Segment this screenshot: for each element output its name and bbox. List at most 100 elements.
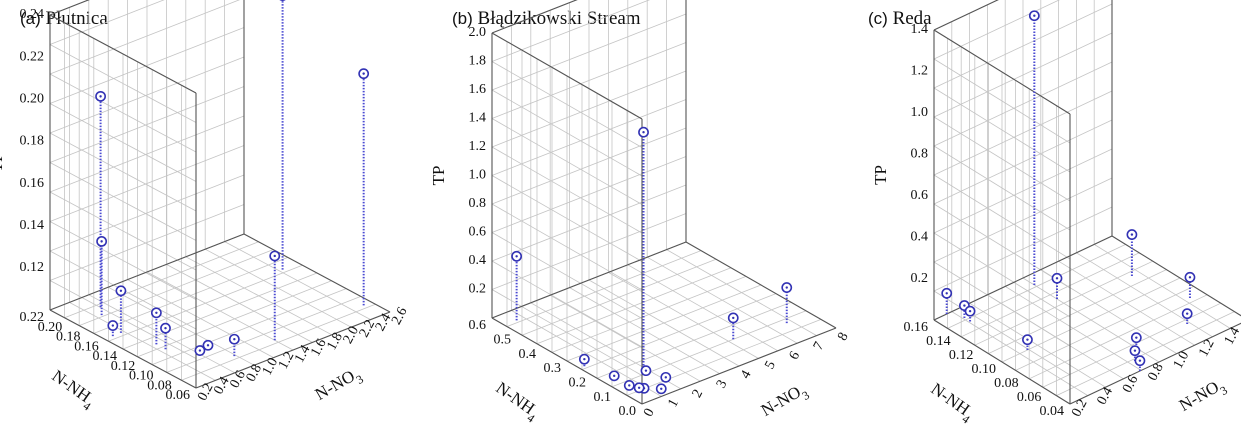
x-tick-label: 5	[762, 359, 779, 372]
y-tick-label: 0.14	[93, 349, 118, 364]
panel-a: (a) Płutnica 0.12 0.14 0.16 0.18 0.20 0.22 0.2…	[0, 0, 420, 442]
data-point-center	[99, 95, 102, 98]
floor-gridline	[608, 272, 759, 359]
data-points	[511, 126, 793, 395]
x-tick-label: 0.2	[1069, 397, 1090, 419]
panel-title: Reda	[892, 8, 932, 29]
data-point-center	[583, 357, 586, 361]
scatter3d-plot-c: 0.20.40.60.81.01.21.40.040.060.080.100.1…	[871, 0, 1241, 426]
x-tick-label: 1.6	[308, 337, 329, 359]
box-edge	[49, 233, 245, 311]
data-point-center	[1133, 349, 1137, 352]
wall-gridline	[933, 3, 1113, 89]
data-point-center	[1055, 277, 1059, 280]
y-tick-label: 0.1	[594, 390, 612, 405]
data-points	[95, 0, 370, 357]
y-tick-label: 0.04	[1040, 404, 1065, 419]
gridlines	[491, 0, 837, 405]
floor-gridline	[185, 256, 332, 336]
data-point-center	[119, 289, 123, 292]
wall-gridline	[491, 99, 687, 176]
data-point-center	[206, 344, 210, 347]
y-tick-label: 0.06	[166, 388, 191, 403]
z-tick-label: 0.24	[20, 7, 45, 22]
wall-gridline	[933, 0, 1060, 60]
floor-gridline	[666, 249, 817, 336]
z-tick-label: 1.0	[911, 105, 929, 120]
floor-gridline	[166, 264, 313, 343]
gridlines	[933, 0, 1241, 405]
floor-gridline	[1076, 252, 1213, 338]
box-edge	[49, 0, 90, 16]
x-axis-label: N-NO3	[758, 379, 812, 424]
box-edge	[491, 0, 578, 34]
y-axis-label: N-NH4	[46, 366, 99, 413]
wall-gridline	[49, 44, 197, 123]
floor-gridline	[1001, 277, 1181, 363]
x-tick-label: 2	[690, 387, 707, 400]
z-tick-label: 1.2	[911, 64, 929, 79]
data-point-center	[155, 311, 158, 314]
floor-gridline	[566, 284, 762, 362]
y-tick-label: 0.22	[20, 310, 45, 325]
y-tick-label: 0.10	[972, 362, 997, 377]
z-tick-label: 0.14	[20, 218, 45, 233]
wall-gridline	[49, 162, 197, 241]
z-tick-label: 0.4	[469, 253, 487, 268]
data-point-center	[628, 384, 631, 387]
data-point-center	[164, 326, 167, 330]
wall-gridline	[933, 174, 1071, 260]
z-tick-label: 0.2	[911, 271, 929, 286]
x-tick-label: 1	[665, 397, 682, 410]
box-edge	[641, 327, 837, 405]
panel-label: (b)	[452, 9, 473, 28]
data-point-center	[198, 349, 202, 352]
data-point-center	[111, 324, 115, 327]
floor-gridline	[974, 260, 1153, 346]
wall-gridline	[933, 58, 1071, 144]
box-edge	[933, 0, 999, 31]
y-tick-label: 0.0	[619, 404, 637, 419]
x-axis-label: N-NO3	[312, 363, 366, 408]
x-tick-label: 1.8	[324, 330, 345, 352]
panel-title: Błądzikowski Stream	[477, 8, 641, 29]
y-tick-label: 0.20	[38, 320, 63, 335]
y-tick-label: 0.2	[569, 376, 587, 391]
data-point-center	[968, 309, 972, 313]
gridlines	[49, 0, 391, 389]
y-tick-label: 0.16	[74, 339, 99, 354]
data-point-center	[273, 254, 276, 258]
y-tick-label: 0.14	[926, 334, 951, 349]
z-axis-label: TP	[871, 165, 890, 185]
wall-gridline	[933, 90, 1113, 176]
z-tick-label: 0.2	[469, 282, 487, 297]
tick-labels: 0.20.40.60.81.01.21.40.040.060.080.100.1…	[904, 22, 1241, 419]
floor-gridline	[521, 258, 717, 336]
z-tick-label: 1.0	[469, 168, 487, 183]
x-tick-label: 2.4	[373, 311, 394, 333]
y-tick-label: 0.08	[147, 378, 172, 393]
y-tick-label: 0.4	[519, 347, 537, 362]
z-tick-label: 0.6	[911, 188, 929, 203]
floor-gridline	[627, 264, 778, 352]
floor-gridline	[64, 241, 259, 319]
z-tick-label: 0.4	[911, 229, 929, 244]
wall-gridline	[933, 145, 1071, 231]
z-tick-label: 0.18	[20, 134, 45, 149]
data-point-center	[644, 369, 648, 372]
wall-gridline	[491, 70, 687, 148]
box-edge	[491, 32, 643, 120]
x-tick-label: 6	[787, 349, 804, 362]
data-point-center	[515, 255, 518, 258]
floor-gridline	[1058, 260, 1195, 346]
box-edge	[243, 233, 391, 313]
y-tick-label: 0.16	[904, 320, 929, 335]
z-axis-label: TP	[0, 153, 6, 173]
data-point-center	[1188, 276, 1192, 279]
y-tick-label: 0.12	[111, 359, 136, 374]
data-point-center	[613, 374, 616, 378]
data-point-center	[637, 386, 641, 389]
y-tick-label: 0.3	[544, 361, 562, 376]
x-tick-label: 0.8	[244, 362, 265, 384]
floor-gridline	[93, 257, 288, 334]
